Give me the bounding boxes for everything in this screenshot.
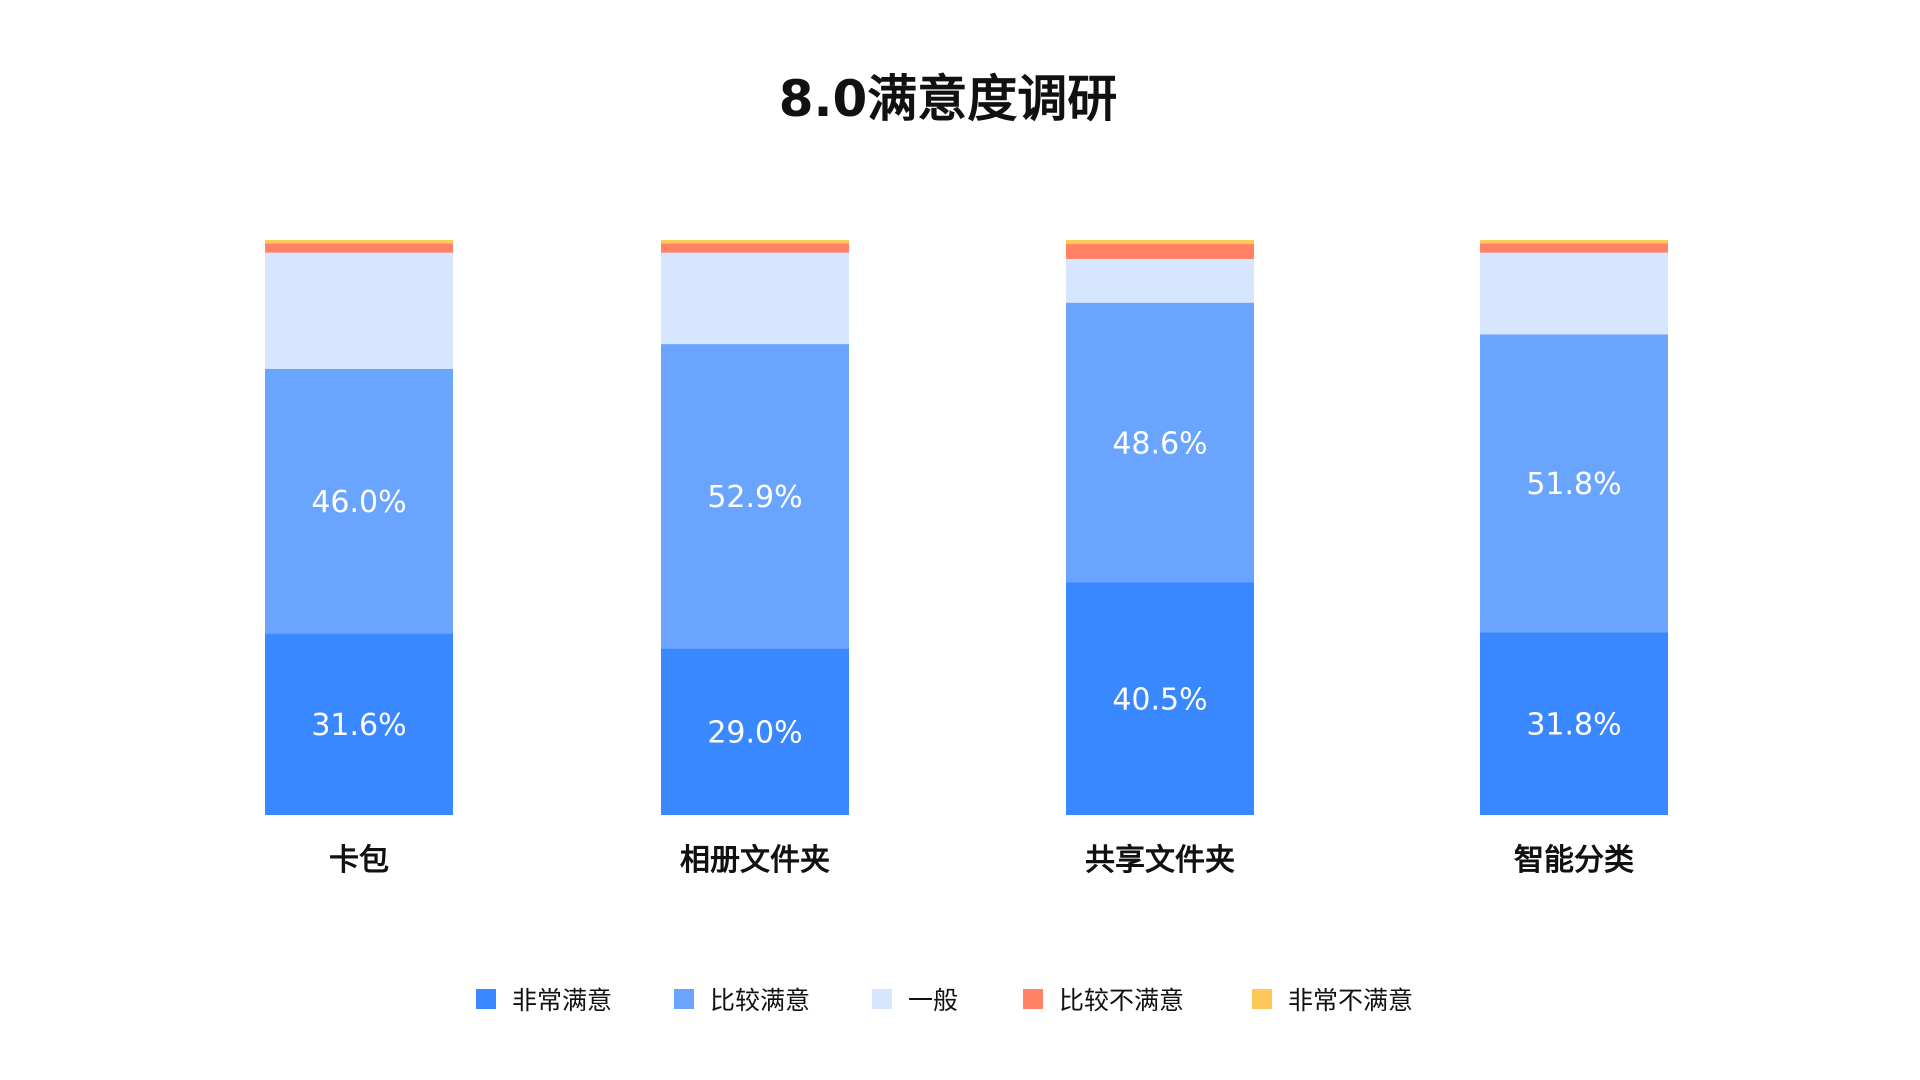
legend-item: 非常不满意 [1252,986,1413,1015]
bar-segment [265,252,453,369]
category-label: 智能分类 [1514,843,1634,878]
bar-segment [1480,252,1668,335]
bar-segment [1066,582,1254,815]
bar-segment [1066,258,1254,303]
category-labels-layer: 卡包 相册文件夹 共享文件夹 智能分类 [329,843,1634,878]
legend-swatch [1023,989,1043,1009]
bar-segment [265,243,453,253]
bar-segment [661,252,849,345]
data-label: 31.6% [311,708,406,743]
legend-item: 比较不满意 [1023,986,1184,1015]
bar-segment [265,368,453,634]
bar-segment [661,240,849,244]
legend-item: 非常满意 [476,986,612,1015]
value-labels-layer: 31.6% 46.0% 29.0% 52.9% 40.5% 48.6% 31.8% 51.8% [311,426,1621,750]
legend-swatch [872,989,892,1009]
data-label: 40.5% [1112,683,1207,718]
data-label: 46.0% [311,485,406,520]
legend-label: 非常不满意 [1288,986,1413,1015]
legend-label: 非常满意 [512,986,612,1015]
bar-segment [265,240,453,244]
legend-item: 比较满意 [674,986,810,1015]
data-label: 48.6% [1112,426,1207,461]
bar-segment [661,243,849,253]
data-label: 51.8% [1526,467,1621,502]
bar-segment [1066,244,1254,259]
bar-segment [1480,632,1668,815]
bars-layer [265,240,1668,815]
bar-segment [661,344,849,649]
legend-label: 一般 [908,986,958,1015]
category-label: 卡包 [329,843,389,878]
data-label: 29.0% [707,716,802,751]
bar-segment [1480,334,1668,633]
legend: 非常满意 比较满意 一般 比较不满意 非常不满意 [476,986,1413,1015]
legend-item: 一般 [872,986,958,1015]
legend-swatch [674,989,694,1009]
legend-swatch [476,989,496,1009]
data-label: 31.8% [1526,708,1621,743]
legend-label: 比较满意 [710,986,810,1015]
data-label: 52.9% [707,480,802,515]
bar-segment [1480,240,1668,244]
bar-segment [661,648,849,815]
bar-segment [1480,243,1668,253]
legend-swatch [1252,989,1272,1009]
bar-segment [265,633,453,815]
category-label: 共享文件夹 [1085,843,1235,878]
bar-segment [1066,240,1254,245]
category-label: 相册文件夹 [680,843,830,878]
legend-label: 比较不满意 [1059,986,1184,1015]
chart-title: 8.0满意度调研 [779,70,1118,128]
bar-segment [1066,302,1254,583]
